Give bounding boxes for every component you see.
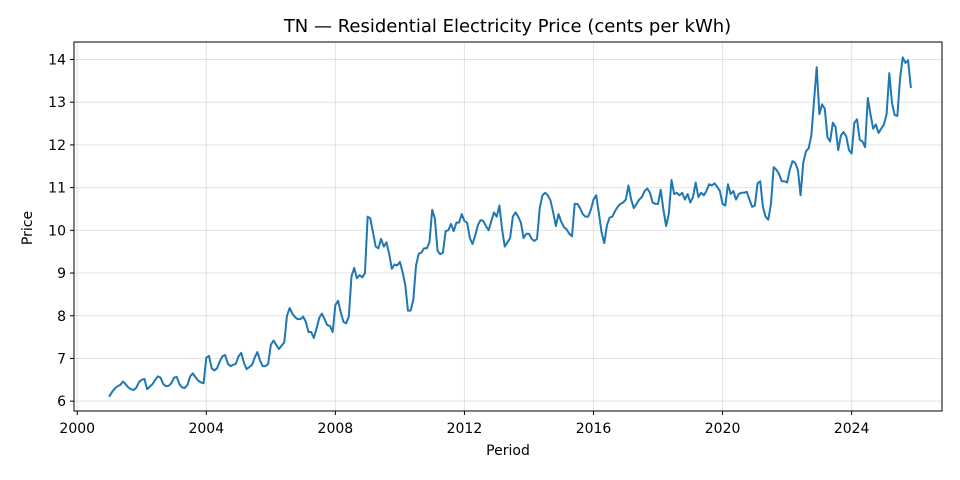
x-tick-label: 2020	[705, 421, 741, 437]
y-tick-label: 9	[57, 266, 66, 282]
y-tick-label: 14	[48, 53, 66, 69]
y-tick-label: 8	[57, 309, 66, 325]
x-tick-label: 2016	[576, 421, 612, 437]
series-layer	[108, 56, 912, 398]
x-tick-label: 2004	[188, 421, 224, 437]
grid	[74, 42, 942, 411]
y-tick-label: 11	[48, 181, 66, 197]
series-line-0	[108, 56, 912, 398]
y-axis: 6 7 8 9 10 11 12 13 14	[48, 53, 74, 410]
y-axis-label: Price	[20, 211, 36, 245]
x-tick-label: 2024	[834, 421, 870, 437]
x-axis: 2000 2004 2008 2012 2016 2020 2024	[59, 411, 870, 437]
y-tick-label: 6	[57, 394, 66, 410]
y-tick-label: 13	[48, 95, 66, 111]
x-axis-label: Period	[486, 443, 530, 459]
x-tick-label: 2008	[318, 421, 354, 437]
chart-title: TN — Residential Electricity Price (cent…	[283, 16, 731, 37]
x-tick-label: 2000	[59, 421, 95, 437]
y-tick-label: 12	[48, 138, 66, 154]
plot-frame	[73, 41, 943, 412]
y-tick-label: 7	[57, 351, 66, 367]
y-tick-label: 10	[48, 223, 66, 239]
x-tick-label: 2012	[447, 421, 483, 437]
